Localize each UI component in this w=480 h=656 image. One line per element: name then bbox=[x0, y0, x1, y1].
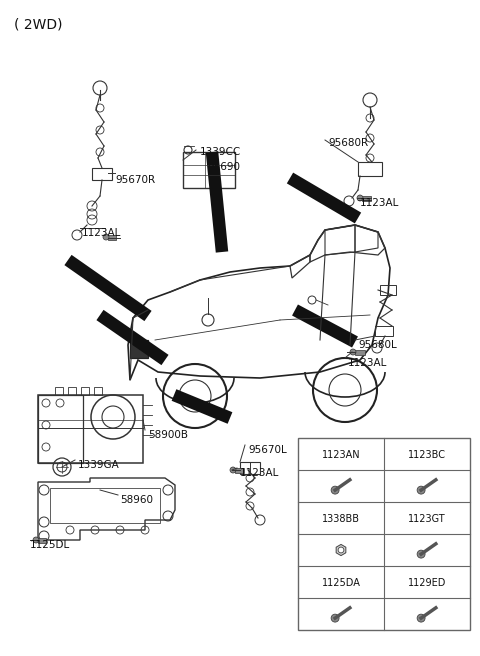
Bar bbox=[92, 168, 112, 180]
Bar bbox=[355, 350, 365, 355]
Text: 95690: 95690 bbox=[207, 162, 240, 172]
Text: 95670L: 95670L bbox=[248, 445, 287, 455]
Text: 1123BC: 1123BC bbox=[408, 450, 446, 460]
Bar bbox=[358, 162, 382, 176]
Bar bbox=[38, 538, 46, 543]
Bar bbox=[380, 285, 396, 295]
Bar bbox=[38, 395, 83, 463]
Bar bbox=[81, 387, 89, 395]
Text: 1125DA: 1125DA bbox=[322, 578, 360, 588]
Bar bbox=[38, 395, 143, 463]
Circle shape bbox=[357, 195, 363, 201]
Bar bbox=[108, 235, 116, 240]
Bar bbox=[50, 488, 160, 523]
Circle shape bbox=[338, 547, 344, 553]
Circle shape bbox=[417, 550, 425, 558]
Text: 58900B: 58900B bbox=[148, 430, 188, 440]
Circle shape bbox=[417, 614, 425, 622]
Text: 1123AL: 1123AL bbox=[82, 228, 121, 238]
Text: 1123AL: 1123AL bbox=[360, 198, 399, 208]
Text: 1129ED: 1129ED bbox=[408, 578, 446, 588]
Circle shape bbox=[417, 486, 425, 494]
Text: 1123AL: 1123AL bbox=[348, 358, 387, 368]
Text: 1123AN: 1123AN bbox=[322, 450, 360, 460]
Bar bbox=[130, 340, 148, 358]
Polygon shape bbox=[336, 544, 346, 556]
Bar bbox=[68, 387, 76, 395]
Bar bbox=[298, 438, 470, 630]
Text: 58960: 58960 bbox=[120, 495, 153, 505]
Text: 95670R: 95670R bbox=[115, 175, 155, 185]
Text: 1123GT: 1123GT bbox=[408, 514, 446, 524]
Bar bbox=[183, 152, 235, 188]
Circle shape bbox=[103, 234, 109, 240]
Bar bbox=[235, 468, 244, 473]
Text: 95680L: 95680L bbox=[358, 340, 397, 350]
Circle shape bbox=[350, 349, 356, 355]
Circle shape bbox=[331, 614, 339, 622]
Text: 1125DL: 1125DL bbox=[30, 540, 70, 550]
Bar bbox=[55, 387, 63, 395]
Bar bbox=[94, 387, 102, 395]
Circle shape bbox=[331, 486, 339, 494]
Bar bbox=[362, 196, 371, 201]
Text: 1339CC: 1339CC bbox=[200, 147, 241, 157]
Bar bbox=[240, 462, 260, 474]
Circle shape bbox=[33, 537, 39, 543]
Text: ( 2WD): ( 2WD) bbox=[14, 18, 62, 32]
Text: 95680R: 95680R bbox=[328, 138, 368, 148]
Circle shape bbox=[230, 467, 236, 473]
Text: 1338BB: 1338BB bbox=[322, 514, 360, 524]
Text: 1123AL: 1123AL bbox=[240, 468, 279, 478]
Text: 1339GA: 1339GA bbox=[78, 460, 120, 470]
Bar bbox=[375, 326, 393, 336]
